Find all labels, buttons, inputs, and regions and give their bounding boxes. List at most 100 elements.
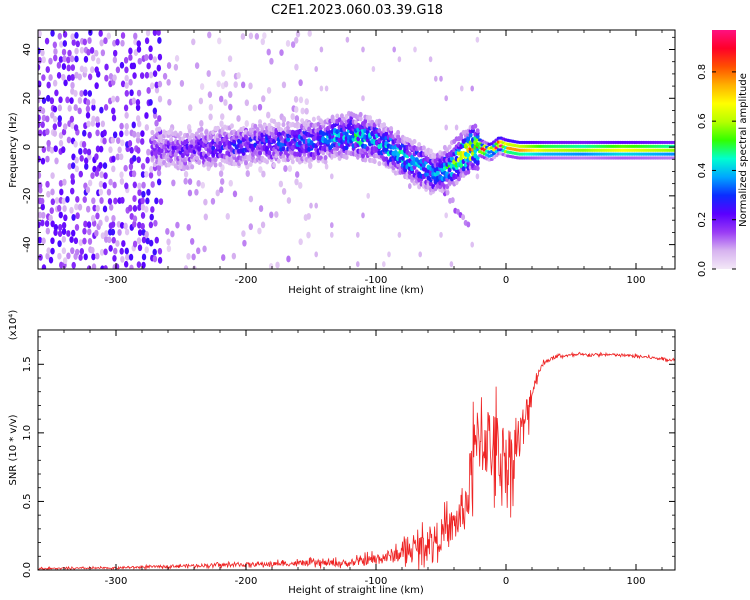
spectrogram-cell	[162, 72, 168, 80]
spectrogram-cell	[150, 206, 155, 213]
spectrogram-cell	[124, 228, 130, 236]
spectrogram-cell	[252, 104, 258, 112]
spectrogram-cell	[132, 72, 137, 80]
spectrogram-cell	[39, 197, 45, 205]
spectrogram-cell	[294, 115, 300, 122]
spectrogram-cell	[298, 79, 303, 87]
spectrogram-cell	[57, 252, 62, 260]
spectrogram-cell	[48, 256, 54, 264]
spectrogram-cell	[135, 99, 141, 106]
spectrogram-cell	[79, 65, 85, 73]
spectrogram-cell	[323, 159, 328, 165]
spectrogram-cell	[156, 30, 161, 36]
spectrogram-cell	[94, 170, 100, 177]
spectrogram-cell	[203, 198, 208, 206]
spectrogram-cell	[215, 189, 220, 197]
spectrogram-x-ticks: -300 -200 -100 0 100	[63, 30, 663, 286]
spectrogram-cell	[136, 156, 141, 164]
spectrogram-cell	[154, 119, 159, 127]
spectrogram-cell	[136, 146, 141, 154]
spectrogram-cell	[389, 126, 394, 132]
spectrogram-cell	[344, 144, 349, 151]
spectrogram-cell	[258, 119, 263, 125]
spectrogram-cell	[149, 165, 154, 173]
spectrogram-cell	[53, 48, 58, 55]
spectrogram-cell	[157, 37, 162, 44]
spectrogram-cell	[197, 159, 202, 165]
spectrogram-cell	[53, 54, 58, 62]
spectrogram-cell	[58, 96, 63, 104]
spectrogram-cell	[91, 104, 96, 111]
spectrogram-cell	[119, 247, 124, 255]
spectrogram-cell	[69, 97, 74, 105]
spectrogram-frame	[37, 29, 676, 270]
spectrogram-cell	[38, 89, 41, 97]
spectrogram-cell	[50, 247, 55, 255]
spectrogram-cell	[400, 155, 405, 161]
spectrogram-cell	[38, 221, 41, 229]
spectrogram-cell	[59, 188, 64, 196]
spectrogram-cell	[66, 230, 71, 237]
colorbar-label: Normalized spectral amplitude	[738, 73, 749, 227]
spectrogram-cell	[150, 129, 155, 136]
spectrogram-cell	[304, 98, 309, 106]
spectrogram-cell	[83, 66, 88, 74]
spectrogram-cell	[218, 161, 223, 168]
snr-panel: -300 -200 -100 0 100 0.0 0.5 1.0 1.5 Height of …	[8, 310, 676, 596]
spectrogram-cell	[66, 136, 72, 144]
spectrogram-cell	[95, 116, 100, 123]
spectrogram-cell	[41, 237, 46, 245]
spectrogram-cell	[52, 41, 58, 49]
spectrogram-cell	[104, 215, 109, 223]
spectrogram-cell	[124, 129, 129, 137]
spectrogram-cell	[107, 236, 112, 244]
spectrogram-x-tick-label: 100	[626, 275, 645, 286]
spectrogram-cell	[286, 136, 291, 142]
spectrogram-cell	[86, 48, 91, 56]
spectrogram-cell	[260, 221, 266, 229]
spectrogram-cell	[154, 236, 159, 244]
spectrogram-cell	[368, 115, 373, 121]
spectrogram-cell	[131, 121, 136, 129]
spectrogram-cell	[384, 131, 389, 137]
spectrogram-cell	[244, 120, 249, 127]
spectrogram-cell	[154, 86, 160, 94]
spectrogram-cell	[221, 70, 226, 77]
spectrogram-cell	[102, 137, 107, 145]
spectrogram-cell	[257, 227, 262, 235]
spectrogram-cell	[223, 99, 228, 106]
spectrogram-cell	[444, 212, 449, 219]
spectrogram-cell	[180, 136, 185, 142]
spectrogram-cell	[283, 149, 288, 155]
spectrogram-x-tick-label: -300	[105, 275, 128, 286]
snr-y-tick-label: 0.0	[22, 562, 33, 578]
spectrogram-cell	[197, 146, 202, 152]
spectrogram-cell	[104, 230, 109, 237]
spectrogram-y-tick-label: -20	[22, 188, 33, 204]
spectrogram-x-tick-label: -100	[365, 275, 388, 286]
spectrogram-cell	[439, 75, 443, 82]
spectrogram-cell	[102, 182, 107, 189]
snr-y-multiplier: (x10⁴)	[8, 310, 19, 341]
spectrogram-cell	[475, 165, 480, 171]
spectrogram-cell	[75, 195, 80, 203]
spectrogram-cell	[324, 85, 329, 92]
spectrogram-cell	[345, 36, 350, 43]
spectrogram-cell	[85, 186, 91, 194]
spectrogram-cell	[293, 95, 299, 103]
spectrogram-cell	[115, 153, 120, 161]
spectrogram-cell	[208, 103, 214, 111]
spectrogram-cell	[41, 211, 46, 219]
spectrogram-cell	[90, 246, 95, 254]
spectrogram-cell	[148, 239, 154, 247]
spectrogram-cell	[207, 91, 213, 99]
spectrogram-cell	[110, 228, 116, 236]
spectrogram-cell	[314, 202, 319, 209]
spectrogram-cell	[141, 236, 147, 244]
spectrogram-cell	[672, 140, 675, 145]
spectrogram-cell	[98, 188, 104, 196]
spectrogram-cell	[229, 123, 234, 129]
spectrogram-cell	[100, 232, 106, 240]
snr-x-tick-label: -200	[235, 576, 258, 587]
spectrogram-cell	[475, 159, 480, 165]
